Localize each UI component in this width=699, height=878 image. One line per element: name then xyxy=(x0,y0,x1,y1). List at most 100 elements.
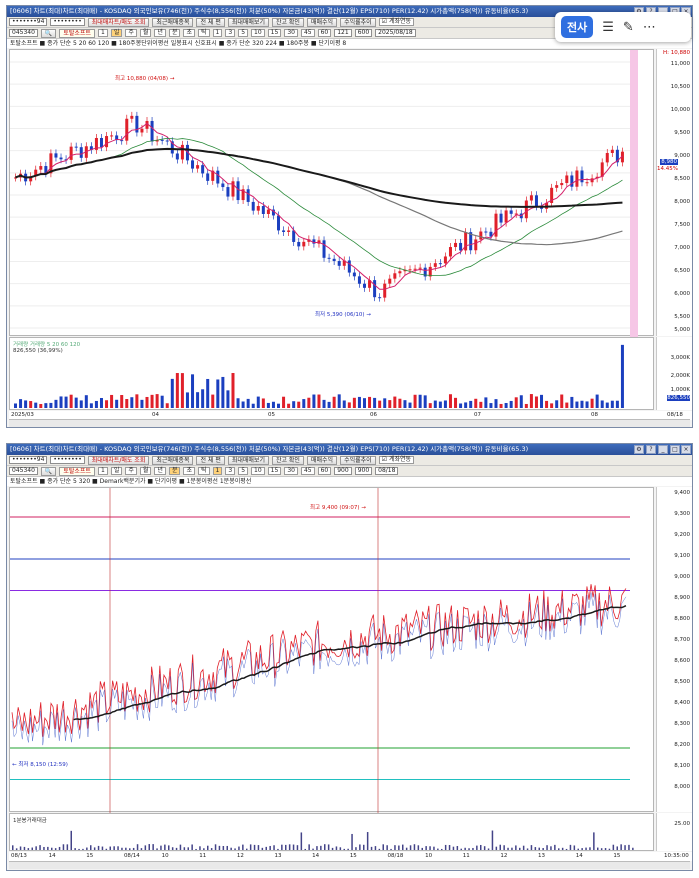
minute-3[interactable]: 3 xyxy=(225,29,236,37)
candle-body xyxy=(135,115,139,133)
average-view-button[interactable]: 최대매매보기 xyxy=(227,17,269,27)
pen-icon[interactable]: ✎ xyxy=(622,19,634,35)
password-input[interactable]: •••••••• xyxy=(50,456,85,464)
account-link-checkbox[interactable]: ☑ 계좌연동 xyxy=(378,18,415,26)
period-month[interactable]: 월 xyxy=(139,467,152,475)
chart-mode-button[interactable]: 최대매차트/매도 조회 xyxy=(87,17,150,27)
volume-bar xyxy=(165,403,169,408)
total-input[interactable]: 600 xyxy=(354,29,373,37)
all-button[interactable]: 전 체 편 xyxy=(196,17,225,27)
search-icon[interactable]: 🔍 xyxy=(40,28,57,38)
balance-button[interactable]: 잔고 확인 xyxy=(271,17,304,27)
trade-profit-button[interactable]: 매매수익 xyxy=(306,455,338,465)
minute-45[interactable]: 45 xyxy=(300,29,315,37)
trade-profit-button[interactable]: 매매수익 xyxy=(306,17,338,27)
close-icon[interactable]: × xyxy=(681,445,691,454)
volume-bar xyxy=(89,403,93,408)
all-button[interactable]: 전 체 편 xyxy=(196,455,225,465)
volume-plot-area[interactable]: 거래량 거래량 5 20 60 120 826,550 (36,99%) xyxy=(9,337,654,410)
horizontal-scrollbar[interactable] xyxy=(9,419,690,427)
tick: 9,300 xyxy=(674,511,690,517)
search-icon[interactable]: 🔍 xyxy=(40,466,57,476)
period-second[interactable]: 초 xyxy=(183,467,196,475)
minute-3[interactable]: 3 xyxy=(225,467,236,475)
profit-trend-button[interactable]: 수익률추이 xyxy=(340,17,376,27)
more-icon[interactable]: ⋯ xyxy=(642,19,656,35)
volume-plot-area[interactable]: 1분봉거래대금 xyxy=(9,813,654,851)
account-input[interactable]: •••••••94 xyxy=(9,456,48,464)
recent-items-button[interactable]: 최근매매종목 xyxy=(152,17,194,27)
period-day[interactable]: 일 xyxy=(110,29,123,37)
candle-body xyxy=(403,269,407,272)
primary-action-button[interactable]: 전사 xyxy=(561,16,594,38)
maximize-icon[interactable]: □ xyxy=(670,445,680,454)
price-plot-area[interactable]: 최고 10,880 (04/08) → 최저 5,390 (06/10) → xyxy=(9,49,654,337)
profit-trend-button[interactable]: 수익률추이 xyxy=(340,455,376,465)
volume-bar xyxy=(74,397,78,408)
minute-30[interactable]: 30 xyxy=(284,467,298,475)
candle-body xyxy=(251,201,255,211)
candle-body xyxy=(206,173,210,181)
recent-items-button[interactable]: 최근매매종목 xyxy=(152,455,194,465)
volume-bar xyxy=(489,403,493,408)
minute-10[interactable]: 10 xyxy=(251,467,265,475)
horizontal-scrollbar[interactable] xyxy=(9,861,690,869)
period-week[interactable]: 주 xyxy=(125,29,137,37)
password-input[interactable]: •••••••• xyxy=(50,18,85,26)
account-link-checkbox[interactable]: ☑ 계좌연동 xyxy=(378,456,415,464)
volume-bar xyxy=(246,848,248,850)
account-input[interactable]: •••••••94 xyxy=(9,18,48,26)
volume-bar xyxy=(34,402,38,408)
date-input[interactable]: 08/18 xyxy=(375,467,399,475)
minute-1[interactable]: 1 xyxy=(212,467,223,475)
average-view-button[interactable]: 최대매매보기 xyxy=(227,455,269,465)
candle-body xyxy=(464,232,468,251)
minute-10[interactable]: 10 xyxy=(251,29,265,37)
menu-icon[interactable]: ☰ xyxy=(602,19,614,35)
stock-name-label[interactable]: 토탈소프트 xyxy=(59,466,95,476)
period-month[interactable]: 월 xyxy=(139,29,152,37)
settings-icon[interactable]: ⚙ xyxy=(634,445,644,454)
period-second[interactable]: 초 xyxy=(183,29,196,37)
chart-mode-button[interactable]: 최대매차트/매도 조회 xyxy=(87,455,150,465)
period-1[interactable]: 1 xyxy=(98,467,108,475)
period-tick[interactable]: 틱 xyxy=(198,29,210,37)
price-plot-area[interactable]: 최고 9,400 (09:07) → ← 최저 8,150 (12:59) xyxy=(9,487,654,813)
minute-60[interactable]: 60 xyxy=(317,467,332,475)
period-year[interactable]: 년 xyxy=(154,467,166,475)
volume-bar xyxy=(49,402,53,408)
candle-body xyxy=(494,213,498,237)
date-input[interactable]: 2025/08/18 xyxy=(375,29,416,37)
period-1[interactable]: 1 xyxy=(98,29,108,37)
minute-1[interactable]: 1 xyxy=(212,29,223,37)
balance-button[interactable]: 잔고 확인 xyxy=(271,455,304,465)
minute-45[interactable]: 45 xyxy=(300,467,315,475)
minute-5[interactable]: 5 xyxy=(238,467,249,475)
minute-5[interactable]: 5 xyxy=(238,29,249,37)
total-input[interactable]: 900 xyxy=(354,467,373,475)
candle-body xyxy=(408,269,412,271)
count-input[interactable]: 121 xyxy=(334,29,352,37)
period-day[interactable]: 일 xyxy=(110,467,123,475)
minute-15[interactable]: 15 xyxy=(267,467,282,475)
period-minute[interactable]: 분 xyxy=(168,467,181,475)
stock-code-input[interactable]: 045340 xyxy=(9,467,38,475)
minimize-icon[interactable]: _ xyxy=(658,445,668,454)
volume-bar xyxy=(421,847,423,850)
stock-code-input[interactable]: 045340 xyxy=(9,29,38,37)
minute-60[interactable]: 60 xyxy=(317,29,332,37)
volume-bar xyxy=(443,400,447,408)
minute-30[interactable]: 30 xyxy=(284,29,298,37)
volume-bar xyxy=(234,848,236,850)
period-week[interactable]: 주 xyxy=(125,467,137,475)
help-icon[interactable]: ? xyxy=(646,445,656,454)
moving-average-line xyxy=(15,147,623,208)
stock-name-label[interactable]: 토탈소프트 xyxy=(59,28,95,38)
period-tick[interactable]: 틱 xyxy=(198,467,210,475)
period-year[interactable]: 년 xyxy=(154,29,166,37)
volume-bar xyxy=(54,848,57,850)
volume-bar xyxy=(196,392,200,408)
minute-15[interactable]: 15 xyxy=(267,29,282,37)
count-input[interactable]: 900 xyxy=(334,467,352,475)
period-minute[interactable]: 분 xyxy=(168,29,181,37)
